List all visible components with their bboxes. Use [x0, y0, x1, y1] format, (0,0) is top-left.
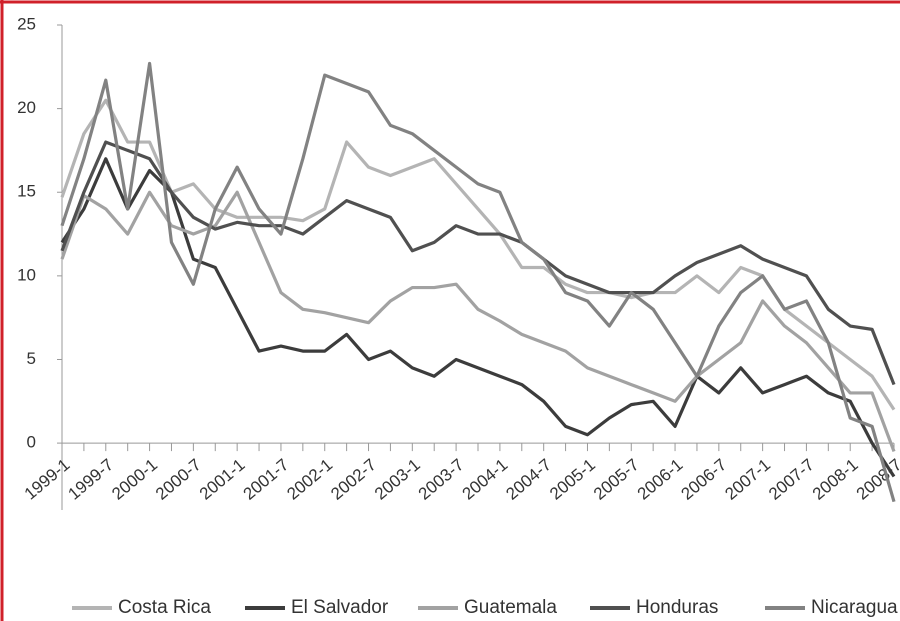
- legend-label: Guatemala: [464, 597, 557, 618]
- x-tick-label: 1999-7: [64, 455, 117, 504]
- y-tick-label: 15: [17, 182, 36, 201]
- legend-label: El Salvador: [291, 597, 389, 618]
- x-tick-label: 2004-7: [502, 455, 555, 504]
- x-tick-label: 2001-7: [240, 455, 293, 504]
- legend-label: Honduras: [636, 597, 718, 618]
- series-line: [60, 98, 896, 411]
- x-tick-label: 2003-7: [415, 455, 468, 504]
- x-tick-label: 2000-1: [108, 455, 161, 504]
- x-tick-label: 1999-1: [21, 455, 74, 504]
- series-line: [60, 61, 896, 503]
- legend-label: Costa Rica: [118, 597, 211, 618]
- x-tick-label: 2002-7: [327, 455, 380, 504]
- legend-label: Nicaragua: [811, 597, 898, 618]
- x-tick-label: 2005-1: [546, 455, 599, 504]
- series-line: [60, 190, 896, 453]
- x-tick-label: 2000-7: [152, 455, 205, 504]
- x-tick-label: 2005-7: [590, 455, 643, 504]
- x-tick-label: 2007-1: [721, 455, 774, 504]
- x-tick-label: 2007-7: [765, 455, 818, 504]
- y-tick-label: 5: [27, 349, 36, 368]
- y-tick-label: 0: [27, 433, 36, 452]
- series-line: [60, 140, 896, 386]
- x-tick-label: 2003-1: [371, 455, 424, 504]
- x-tick-label: 2008-1: [809, 455, 862, 504]
- y-tick-label: 20: [17, 98, 36, 117]
- y-tick-label: 25: [17, 14, 36, 33]
- x-tick-label: 2004-1: [459, 455, 512, 504]
- series-line: [60, 157, 896, 478]
- y-tick-label: 10: [17, 265, 36, 284]
- x-tick-label: 2006-7: [678, 455, 731, 504]
- x-tick-label: 2001-1: [196, 455, 249, 504]
- x-tick-label: 2006-1: [634, 455, 687, 504]
- x-tick-label: 2002-1: [283, 455, 336, 504]
